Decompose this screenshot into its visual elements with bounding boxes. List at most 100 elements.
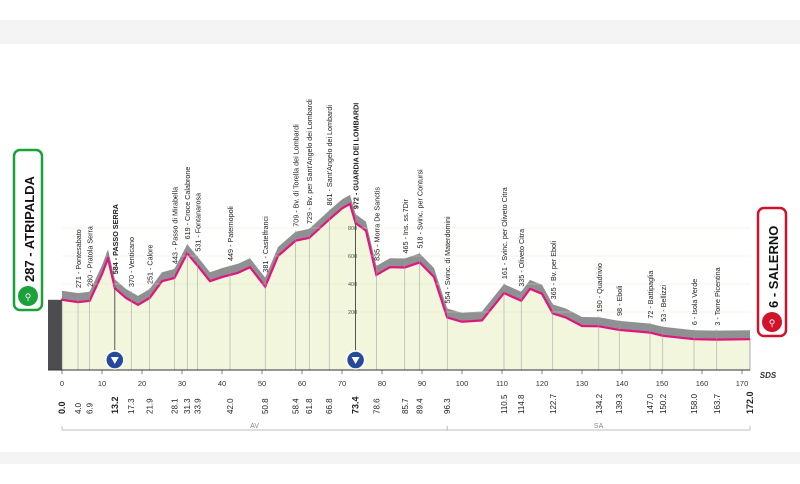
km-label: 0.0 [57,401,67,414]
km-label: 150.2 [659,393,668,414]
brand-logo-text: SDS [760,371,777,380]
place-label: 619 - Croce Calabrone [183,167,192,240]
start-badge-label: 287 - ATRIPALDA [22,175,37,282]
km-tick-label: 150 [656,379,669,388]
place-label: 280 - Pratola Serra [86,226,95,287]
start-badge-frame [12,148,44,312]
km-label: 31.3 [183,398,192,414]
place-label: 3 - Torre Picentina [713,267,722,325]
km-label: 4.0 [74,402,83,414]
kom-marker-icon [351,357,360,364]
km-tick-label: 140 [616,379,629,388]
km-tick-label: 80 [378,379,386,388]
place-label: 584 - PASSO SERRA [111,204,120,274]
place-label: 190 - Quadrivio [595,263,604,312]
place-label: 365 - Bv. per Eboli [549,240,558,299]
start-wall [48,299,62,370]
km-label: 78.6 [372,398,381,414]
finish-badge: ⚲ 6 - SALERNO [756,206,788,338]
km-label: 158.0 [690,393,699,414]
elev-tick-label: 200 [348,310,357,316]
km-label: 172.0 [745,391,755,414]
km-label: 6.9 [86,402,95,414]
km-label: 96.3 [443,398,452,414]
km-label: 134.2 [595,393,604,414]
km-tick-label: 50 [258,379,266,388]
place-label: 709 - Bv. di Torella dei Lombardi [292,124,301,227]
place-label: 518 - Svinc. per Contursi [416,169,425,249]
km-tick-label: 60 [298,379,306,388]
km-tick-label: 70 [338,379,346,388]
place-label: 98 - Eboli [615,285,624,316]
km-tick-label: 10 [98,379,106,388]
km-label: 61.8 [305,398,314,414]
place-label: 251 - Calore [146,244,155,284]
km-label: 33.9 [194,398,203,414]
start-bike-glyph: ⚲ [25,292,32,302]
place-label: 835 - Morra De Sanctis [372,187,381,261]
km-tick-label: 30 [178,379,186,388]
place-label: 370 - Venticano [127,237,136,287]
place-label: 161 - Svinc. per Oliveto Citra [500,187,509,279]
km-label: 17.3 [127,398,136,414]
place-label: 335 - Oliveto Citra [517,229,526,287]
bottom-band [0,452,800,464]
place-label: 72 - Battipaglia [646,271,655,319]
km-label: 28.1 [170,398,179,414]
km-tick-label: 0 [60,379,64,388]
elev-tick-label: 600 [348,254,357,260]
km-label: 147.0 [646,393,655,414]
finish-bike-icon [762,312,782,332]
finish-bike-glyph: ⚲ [769,318,776,328]
elev-tick-label: 800 [348,226,357,232]
kom-marker-icon [110,357,119,364]
km-label: 139.3 [615,393,624,414]
top-band [0,20,800,44]
place-label: 271 - Pontesabato [74,229,83,288]
profile-line [60,202,751,341]
km-label: 66.8 [325,398,334,414]
km-tick-label: 90 [418,379,426,388]
finish-badge-label: 6 - SALERNO [766,226,781,308]
elev-tick-label: 400 [348,282,357,288]
km-label: 13.2 [110,396,120,414]
km-tick-label: 20 [138,379,146,388]
km-tick-label: 160 [696,379,709,388]
km-tick-label: 170 [736,379,749,388]
km-label: 85.7 [401,398,410,414]
place-label: 443 - Passo di Mirabella [170,187,179,264]
km-tick-label: 100 [456,379,469,388]
place-label: 554 - Svinc. di Materdomini [443,216,452,303]
km-label: 122.7 [549,393,558,414]
km-label: 114.8 [517,394,526,414]
place-label: 6 - Isola Verde [690,279,699,325]
region-label: SA [594,423,604,430]
place-label: 381 - Castelfranci [261,216,270,273]
region-label: AV [250,423,259,430]
start-bike-icon [18,286,38,306]
km-label: 42.0 [226,398,235,414]
place-label: 465 - Ins. ss.7Dir [401,199,410,254]
km-label: 21.9 [146,398,155,414]
place-label: 449 - Paternopoli [226,206,235,261]
km-tick-label: 120 [536,379,549,388]
km-label: 58.4 [292,398,301,414]
km-label: 89.4 [416,398,425,414]
km-tick-label: 130 [576,379,589,388]
km-label: 73.4 [351,396,361,414]
km-label: 163.7 [713,393,722,414]
km-tick-label: 40 [218,379,226,388]
region-bracket [446,426,751,431]
km-tick-label: 110 [496,379,508,388]
place-label: 861 - Sant'Angelo dei Lombardi [325,105,334,206]
km-label: 110.5 [500,394,509,414]
start-badge: ⚲ 287 - ATRIPALDA [12,148,44,312]
km-label: 50.8 [261,398,270,414]
place-label: 531 - Fontanarosa [194,193,203,252]
finish-badge-frame [756,206,788,338]
place-label: 53 - Bellizzi [659,285,668,322]
place-label: 972 - GUARDIA DEI LOMBARDI [352,103,361,209]
place-label: 729 - Bv. per Sant'Angelo dei Lombardi [305,99,314,224]
